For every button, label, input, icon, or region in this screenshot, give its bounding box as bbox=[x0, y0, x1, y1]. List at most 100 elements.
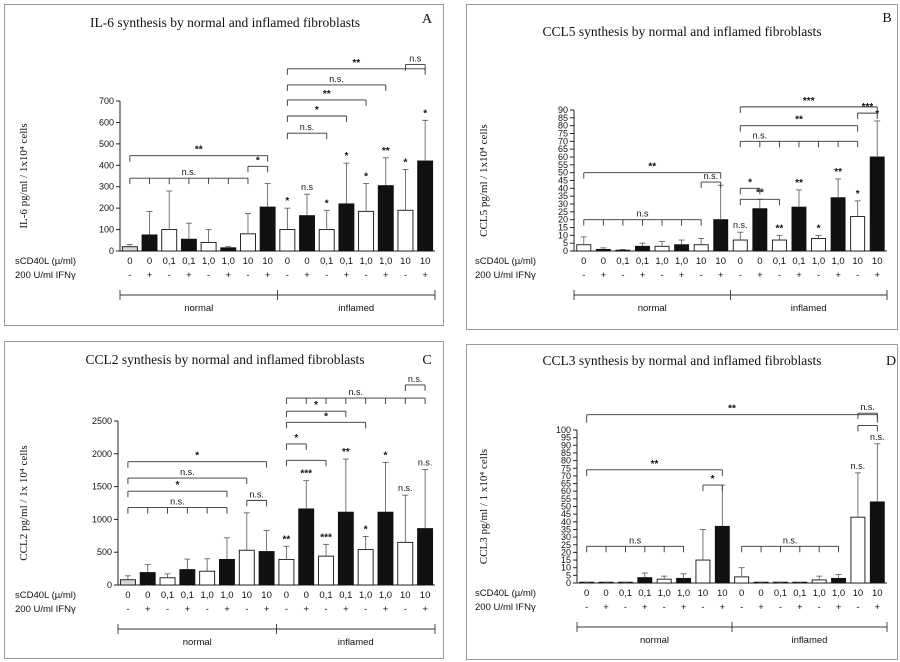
bar-significance-label: n.s. bbox=[851, 461, 866, 471]
bar bbox=[674, 244, 690, 252]
ifn-indicator: - bbox=[740, 602, 743, 613]
group-label-inflamed: inflamed bbox=[792, 635, 828, 646]
bracket-label: n.s. bbox=[170, 497, 185, 507]
bar bbox=[358, 210, 375, 252]
ifn-indicator: - bbox=[325, 270, 328, 281]
x-category-label: 1,0 bbox=[220, 590, 233, 601]
bracket-label: n.s. bbox=[300, 122, 315, 132]
bracket-label: n.s. bbox=[249, 489, 264, 499]
bar-significance-label: n.s bbox=[301, 182, 314, 192]
chart-panel-ccl2: CCL2 synthesis by normal and inflamed fi… bbox=[4, 341, 444, 659]
ifn-indicator: + bbox=[758, 602, 764, 613]
x-category-label: 0,1 bbox=[319, 590, 332, 601]
bar bbox=[139, 572, 156, 586]
significance-bracket: * bbox=[285, 411, 367, 429]
bar bbox=[318, 229, 335, 252]
ifn-indicator: - bbox=[700, 270, 703, 281]
y-tick-label: 75 bbox=[558, 129, 568, 139]
bracket-label: ** bbox=[651, 459, 659, 470]
bar bbox=[397, 541, 414, 586]
y-tick-label: 90 bbox=[561, 440, 571, 450]
y-tick-label: 40 bbox=[558, 183, 568, 193]
x-category-label: 0,1 bbox=[181, 590, 194, 601]
bar bbox=[595, 248, 611, 252]
x-category-label: 0,1 bbox=[339, 590, 352, 601]
x-category-label: 10 bbox=[698, 588, 709, 599]
bracket-label: n.s bbox=[629, 535, 642, 545]
y-tick-label: 30 bbox=[561, 532, 571, 542]
x-category-label: 0 bbox=[285, 256, 290, 267]
bar bbox=[279, 229, 296, 252]
ifn-indicator: + bbox=[383, 270, 389, 281]
bar-significance-label: ** bbox=[283, 534, 291, 545]
x-category-label: 1,0 bbox=[677, 588, 690, 599]
row-label-scd40l: sCD40L (µ/ml) bbox=[15, 256, 76, 267]
x-category-label: 0 bbox=[304, 590, 309, 601]
bar bbox=[200, 241, 217, 252]
bar-significance-label: *** bbox=[300, 469, 312, 480]
ifn-indicator: + bbox=[343, 604, 349, 615]
significance-bracket bbox=[739, 198, 780, 206]
significance-bracket: * bbox=[739, 177, 761, 195]
x-category-label: 0,1 bbox=[163, 256, 176, 267]
y-tick-label: 5 bbox=[566, 570, 571, 580]
row-label-ifn: 200 U/ml IFNγ bbox=[475, 270, 536, 281]
bracket-label: n.s. bbox=[180, 467, 195, 477]
ifn-indicator: + bbox=[224, 604, 230, 615]
chart-title: CCL2 synthesis by normal and inflamed fi… bbox=[86, 352, 365, 367]
y-tick-label: 500 bbox=[97, 547, 112, 557]
y-tick-label: 85 bbox=[561, 448, 571, 458]
bar-significance-label: ** bbox=[342, 447, 350, 458]
ifn-indicator: - bbox=[856, 270, 859, 281]
y-tick-label: 1500 bbox=[92, 482, 112, 492]
significance-bracket: n.s. bbox=[404, 374, 426, 391]
ifn-indicator: - bbox=[663, 602, 666, 613]
y-tick-label: 500 bbox=[99, 139, 114, 149]
bar bbox=[831, 577, 847, 584]
x-category-label: 0,1 bbox=[619, 588, 632, 599]
bar bbox=[299, 215, 315, 252]
x-category-label: 0,1 bbox=[638, 588, 651, 599]
significance-bracket bbox=[285, 459, 327, 467]
significance-bracket: ** bbox=[586, 404, 878, 423]
significance-bracket: n.s. bbox=[739, 130, 859, 148]
y-tick-label: 25 bbox=[558, 207, 568, 217]
x-category-label: 1,0 bbox=[655, 256, 668, 267]
ifn-indicator: - bbox=[778, 270, 781, 281]
bar bbox=[850, 516, 866, 584]
x-category-label: 10 bbox=[853, 588, 864, 599]
x-category-label: 10 bbox=[420, 256, 431, 267]
group-label-normal: normal bbox=[640, 635, 669, 646]
group-label-inflamed: inflamed bbox=[791, 303, 827, 314]
panel-letter: D bbox=[886, 354, 896, 369]
bar-significance-label: * bbox=[285, 196, 289, 207]
ifn-indicator: + bbox=[718, 270, 724, 281]
x-category-label: 10 bbox=[420, 590, 431, 601]
significance-bracket: n.s. bbox=[127, 497, 228, 514]
ifn-indicator: - bbox=[624, 602, 627, 613]
bracket-label: ** bbox=[795, 115, 803, 126]
ifn-indicator: - bbox=[324, 604, 327, 615]
x-category-label: 0 bbox=[125, 590, 130, 601]
y-tick-label: 0 bbox=[566, 578, 571, 588]
bar-significance-label: * bbox=[404, 158, 408, 169]
bar bbox=[771, 239, 787, 252]
bar bbox=[637, 577, 653, 584]
ifn-indicator: + bbox=[422, 604, 428, 615]
ifn-indicator: + bbox=[679, 270, 685, 281]
bar bbox=[179, 569, 196, 586]
y-tick-label: 20 bbox=[561, 547, 571, 557]
ifn-indicator: - bbox=[739, 270, 742, 281]
bar bbox=[377, 185, 394, 252]
y-tick-label: 300 bbox=[99, 182, 114, 192]
significance-bracket: n.s. bbox=[129, 167, 249, 185]
y-axis-label: CCL5 pg/ml / 1x10⁴ cells bbox=[478, 124, 490, 237]
bar bbox=[695, 559, 711, 584]
x-category-label: 1,0 bbox=[379, 590, 392, 601]
y-tick-label: 40 bbox=[561, 517, 571, 527]
ifn-indicator: - bbox=[818, 602, 821, 613]
bracket-label: n.s bbox=[409, 54, 422, 64]
ifn-indicator: + bbox=[185, 604, 191, 615]
bar bbox=[258, 551, 275, 586]
bracket-label: n.s. bbox=[348, 387, 363, 397]
